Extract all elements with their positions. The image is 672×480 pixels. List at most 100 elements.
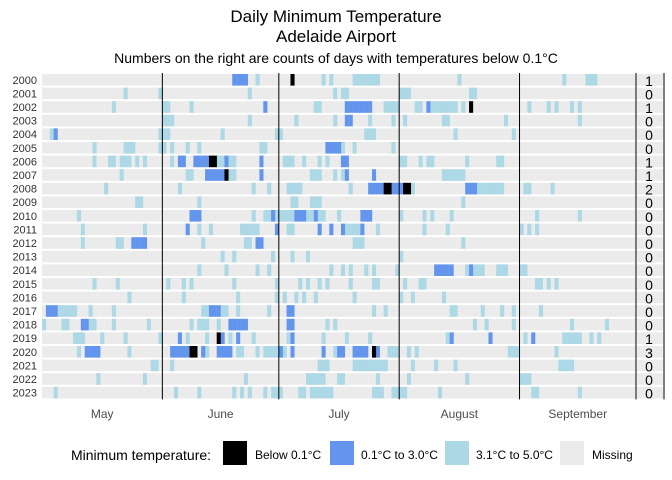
cell-2007-day47 — [224, 169, 229, 181]
cell-2020-day64 — [290, 346, 295, 358]
cell-2019-day143 — [597, 332, 602, 344]
cell-2021-day83 — [364, 359, 369, 372]
cell-2021-day29 — [154, 359, 159, 372]
cell-2020-day47 — [224, 346, 229, 358]
cell-2011-day127 — [535, 223, 540, 236]
cell-2021-day106 — [453, 359, 458, 372]
cell-2023-day49 — [232, 386, 237, 399]
cell-2023-day102 — [438, 386, 443, 399]
cell-2014-day105 — [449, 264, 454, 276]
cell-2008-day109 — [465, 182, 470, 195]
cell-2005-day80 — [352, 142, 357, 154]
cell-2008-day116 — [492, 182, 497, 195]
count-label-2020: 3 — [645, 345, 653, 361]
cell-2006-day100 — [430, 155, 435, 168]
plot-panel — [42, 73, 636, 400]
cell-2019-day64 — [290, 332, 295, 344]
row-bg-2001 — [42, 87, 636, 100]
count-panel — [636, 73, 664, 400]
cell-2002-day106 — [453, 101, 458, 113]
cell-2017-day12 — [88, 305, 93, 317]
cell-2020-day41 — [201, 346, 206, 358]
cell-2002-day100 — [430, 101, 435, 113]
year-label-2004: 2004 — [13, 129, 37, 141]
row-bg-2019 — [42, 332, 636, 344]
row-bg-2023 — [42, 386, 636, 399]
cell-2023-day91 — [395, 386, 400, 399]
row-bg-2006 — [42, 155, 636, 168]
cell-2001-day77 — [340, 87, 346, 100]
count-bg-2011 — [637, 223, 663, 236]
cell-2005-day90 — [391, 142, 396, 154]
cell-2012-day20 — [119, 237, 124, 249]
cell-2018-day0 — [42, 318, 47, 331]
cell-2022-day68 — [306, 373, 311, 385]
row-bg-2009 — [42, 196, 636, 208]
cell-2021-day136 — [570, 359, 575, 372]
cell-2014-day91 — [395, 264, 400, 276]
cell-2020-day62 — [282, 346, 287, 358]
cell-2020-day94 — [406, 346, 412, 358]
row-bg-2004 — [42, 128, 636, 140]
cell-2002-day103 — [441, 101, 446, 113]
cell-2012-day80 — [352, 237, 357, 249]
chart-caption: Numbers on the right are counts of days … — [114, 50, 558, 66]
cell-2017-day45 — [216, 305, 221, 317]
count-label-2007: 1 — [645, 168, 653, 184]
year-label-2015: 2015 — [13, 279, 37, 291]
cell-2008-day124 — [523, 182, 528, 195]
cell-2004-day30 — [158, 128, 163, 140]
year-label-2002: 2002 — [13, 102, 37, 114]
cell-2007-day37 — [185, 169, 190, 181]
cell-2000-day142 — [593, 74, 598, 86]
cell-2018-day48 — [228, 318, 233, 331]
cell-2005-day73 — [325, 142, 330, 154]
cell-2006-day39 — [193, 155, 198, 168]
cell-2021-day72 — [321, 359, 326, 372]
row-bg-2008 — [42, 182, 636, 195]
cell-2000-day50 — [236, 74, 241, 86]
cell-2021-day133 — [558, 359, 563, 372]
count-label-2012: 0 — [645, 236, 653, 252]
cell-2010-day63 — [286, 210, 291, 222]
cell-2019-day30 — [158, 332, 163, 344]
legend-key-low — [330, 441, 354, 465]
cell-2017-day43 — [208, 305, 214, 317]
cell-2020-day91 — [395, 346, 400, 358]
cell-2006-day40 — [197, 155, 202, 168]
cell-2007-day49 — [232, 169, 237, 181]
cell-2023-day72 — [321, 386, 326, 399]
year-label-2011: 2011 — [13, 224, 37, 236]
count-label-2009: 0 — [645, 195, 653, 211]
cell-2002-day91 — [395, 101, 400, 113]
year-label-2008: 2008 — [13, 184, 37, 196]
cell-2020-day60 — [274, 346, 280, 358]
cell-2014-day58 — [267, 264, 272, 276]
cell-2021-day84 — [368, 359, 373, 372]
cell-2011-day77 — [340, 223, 346, 236]
cell-2020-day51 — [240, 346, 245, 358]
cell-2006-day97 — [418, 155, 423, 168]
cell-2014-day113 — [480, 264, 485, 276]
cell-2005-day75 — [333, 142, 338, 154]
cell-2005-day21 — [123, 142, 128, 154]
cell-2007-day105 — [449, 169, 454, 181]
cell-2023-day127 — [535, 386, 540, 399]
cell-2017-day41 — [201, 305, 206, 317]
cell-2004-day31 — [162, 128, 167, 140]
cell-2014-day77 — [340, 264, 346, 276]
cell-2011-day125 — [527, 223, 532, 236]
cell-2019-day46 — [220, 332, 225, 344]
cell-2017-day58 — [267, 305, 272, 317]
cell-2006-day109 — [465, 155, 470, 168]
cell-2006-day71 — [317, 155, 322, 168]
cell-2017-day42 — [205, 305, 210, 317]
cell-2020-day85 — [372, 346, 377, 358]
cell-2000-day81 — [356, 74, 361, 86]
cell-2022-day71 — [317, 373, 322, 385]
cell-2019-day135 — [566, 332, 571, 344]
cell-2008-day87 — [379, 182, 384, 195]
cell-2007-day104 — [445, 169, 450, 181]
cell-2020-day46 — [220, 346, 225, 358]
cell-2020-day72 — [321, 346, 326, 358]
